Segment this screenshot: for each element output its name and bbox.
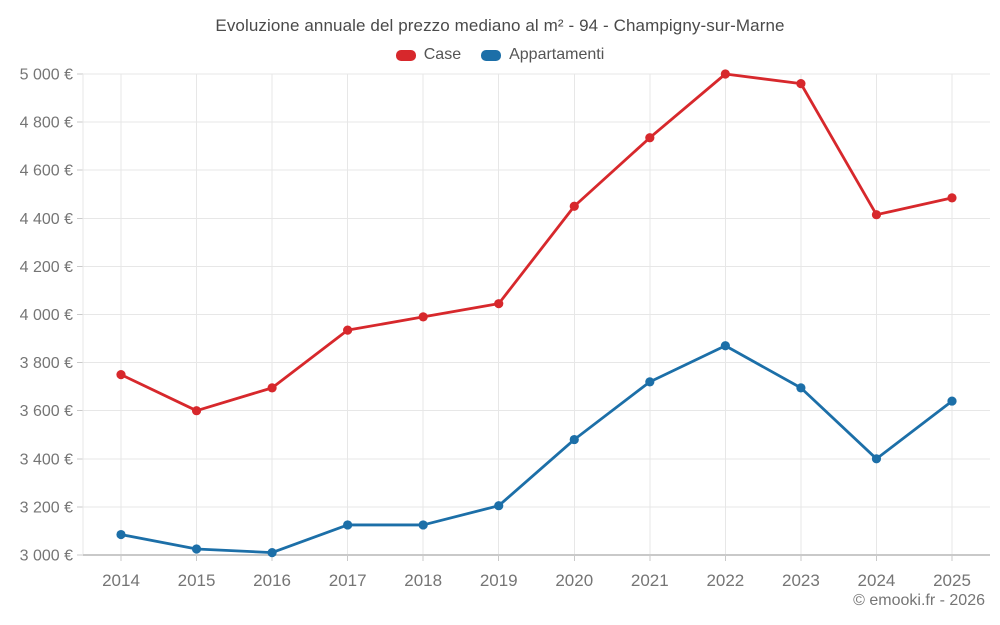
data-point-case-2018[interactable] xyxy=(418,312,428,322)
x-axis-label: 2018 xyxy=(404,571,442,590)
series-line-appartamenti xyxy=(119,344,954,554)
data-point-case-2014[interactable] xyxy=(116,370,126,380)
data-point-appartamenti-2021[interactable] xyxy=(645,377,655,387)
x-axis-label: 2017 xyxy=(329,571,367,590)
y-axis-label: 4 800 € xyxy=(20,115,73,132)
data-point-case-2024[interactable] xyxy=(871,210,882,220)
data-point-case-2023[interactable] xyxy=(796,79,806,89)
x-axis-label: 2024 xyxy=(858,571,896,590)
data-point-appartamenti-2016[interactable] xyxy=(267,547,277,558)
legend-item-appartamenti[interactable]: Appartamenti xyxy=(481,46,604,64)
x-axis-label: 2019 xyxy=(480,571,518,590)
case-legend-swatch-icon xyxy=(395,49,416,61)
data-point-case-2016[interactable] xyxy=(267,383,277,393)
data-point-appartamenti-2025[interactable] xyxy=(947,396,957,406)
y-axis-label: 4 400 € xyxy=(20,211,73,228)
x-axis-label: 2020 xyxy=(555,571,593,590)
x-axis-label: 2025 xyxy=(933,571,971,590)
data-point-appartamenti-2023[interactable] xyxy=(796,383,806,393)
legend-label: Case xyxy=(423,46,462,63)
chart-title: Evoluzione annuale del prezzo mediano al… xyxy=(215,16,785,35)
data-point-case-2021[interactable] xyxy=(645,133,655,143)
y-axis-label: 3 800 € xyxy=(20,355,73,372)
data-point-case-2022[interactable] xyxy=(720,69,730,79)
data-point-case-2020[interactable] xyxy=(569,201,579,211)
y-axis-label: 3 000 € xyxy=(20,548,73,565)
x-axis-label: 2023 xyxy=(782,571,820,590)
copyright-credit: © emooki.fr - 2026 xyxy=(853,592,985,609)
x-axis-label: 2014 xyxy=(102,571,140,590)
y-axis-label: 4 000 € xyxy=(20,307,73,324)
y-axis-label: 4 200 € xyxy=(20,259,73,276)
y-axis-label: 3 400 € xyxy=(20,451,73,468)
y-axis-label: 4 600 € xyxy=(20,163,73,180)
x-axis-label: 2016 xyxy=(253,571,291,590)
legend-label: Appartamenti xyxy=(509,46,605,63)
x-axis-label: 2021 xyxy=(631,571,669,590)
legend: Case Appartamenti xyxy=(0,46,1000,64)
y-axis-label: 3 600 € xyxy=(20,403,73,420)
y-axis-label: 5 000 € xyxy=(20,67,73,84)
legend-item-case[interactable]: Case xyxy=(395,46,462,64)
data-point-appartamenti-2018[interactable] xyxy=(418,520,428,530)
data-point-appartamenti-2024[interactable] xyxy=(871,454,882,464)
data-point-case-2019[interactable] xyxy=(494,299,504,309)
series-line-case xyxy=(119,72,954,413)
data-point-case-2025[interactable] xyxy=(947,193,957,203)
x-axis-label: 2015 xyxy=(178,571,216,590)
y-axis-label: 3 200 € xyxy=(20,499,73,516)
data-point-appartamenti-2022[interactable] xyxy=(720,341,730,351)
data-point-appartamenti-2019[interactable] xyxy=(494,501,504,511)
x-axis-label: 2022 xyxy=(706,571,744,590)
data-point-appartamenti-2014[interactable] xyxy=(116,529,126,540)
appartamenti-legend-swatch-icon xyxy=(481,49,502,61)
data-point-case-2015[interactable] xyxy=(191,406,202,416)
data-point-appartamenti-2020[interactable] xyxy=(569,434,579,445)
data-point-case-2017[interactable] xyxy=(343,325,353,335)
data-point-appartamenti-2017[interactable] xyxy=(343,520,353,530)
data-point-appartamenti-2015[interactable] xyxy=(191,544,202,554)
